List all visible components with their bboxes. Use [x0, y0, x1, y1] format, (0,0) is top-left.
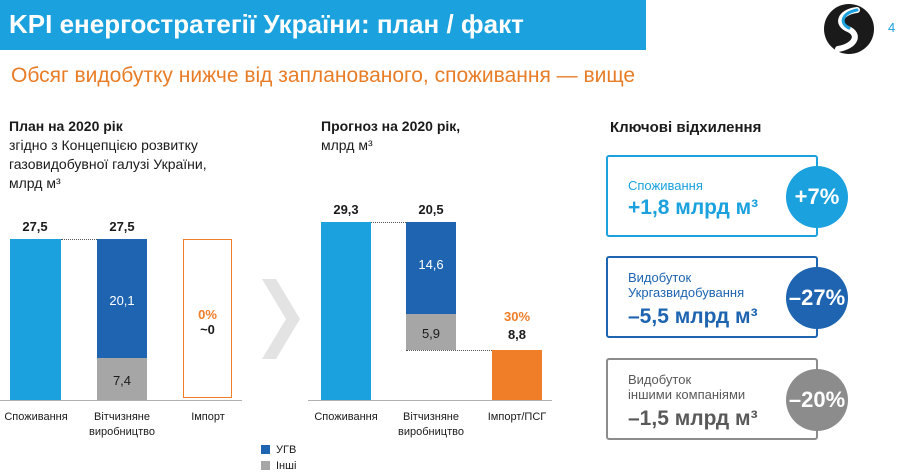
- plan-domestic-value: 27,5: [109, 219, 135, 234]
- card-label: Видобуток: [628, 270, 692, 285]
- card-label: Видобуток: [628, 372, 692, 387]
- card-value: –1,5 млрд м³: [628, 407, 758, 430]
- forecast-import-label: Імпорт/ПСГ: [487, 411, 547, 423]
- page-number: 4: [888, 20, 896, 35]
- connector-line: [406, 350, 492, 351]
- card-label-2: іншими компаніями: [628, 387, 746, 402]
- plan-consumption-bar: [10, 239, 61, 400]
- forecast-domestic-label-1: Вітчизняне: [403, 411, 459, 423]
- forecast-ugv-bar: [406, 222, 456, 314]
- plan-ugv-bar: [97, 239, 147, 358]
- deviation-pct-circle: –20%: [786, 369, 848, 431]
- company-logo-icon: [824, 4, 874, 54]
- page-title: KPI енергостратегії України: план / факт: [9, 9, 524, 39]
- forecast-import-value: 8,8: [507, 327, 527, 342]
- chevron-right-icon: [262, 279, 300, 359]
- card-label-2: Укргазвидобування: [628, 285, 745, 300]
- plan-import-bar-outline: [183, 239, 232, 398]
- forecast-consumption-label: Споживання: [314, 411, 378, 423]
- deviation-card-consumption: Споживання +1,8 млрд м³: [606, 155, 818, 237]
- connector-line: [61, 239, 97, 240]
- forecast-ugv-value: 14,6: [418, 257, 444, 272]
- card-label: Споживання: [628, 178, 703, 193]
- forecast-consumption-bar: [321, 222, 371, 400]
- forecast-other-bar: [406, 314, 456, 350]
- forecast-desc: млрд м³: [321, 137, 373, 153]
- forecast-import-pct: 30%: [503, 309, 531, 324]
- page-subtitle: Обсяг видобутку нижче від запланованого,…: [11, 64, 636, 87]
- deviation-pct-circle: –27%: [786, 267, 848, 329]
- forecast-consumption-value: 29,3: [333, 202, 359, 217]
- forecast-domestic-value: 20,5: [418, 202, 444, 217]
- forecast-axis-line: [308, 400, 552, 401]
- plan-consumption-value: 27,5: [22, 219, 48, 234]
- plan-consumption-label: Споживання: [4, 411, 68, 423]
- legend-ugv: УГВ: [261, 444, 296, 456]
- key-deviations-heading: Ключові відхилення: [610, 119, 762, 136]
- forecast-heading: Прогноз на 2020 рік,: [321, 118, 461, 134]
- plan-import-label: Імпорт: [191, 411, 225, 423]
- card-value: –5,5 млрд м³: [628, 305, 758, 328]
- plan-other-value: 7,4: [112, 373, 132, 388]
- plan-import-value: ~0: [200, 322, 215, 337]
- plan-other-bar: [97, 358, 147, 400]
- deviation-pct-circle: +7%: [786, 166, 848, 228]
- forecast-domestic-label-2: виробництво: [398, 426, 464, 438]
- plan-import-pct: 0%: [198, 307, 217, 322]
- forecast-heading-block: Прогноз на 2020 рік, млрд м³: [321, 117, 460, 155]
- deviation-card-others: Видобуток іншими компаніями –1,5 млрд м³: [606, 358, 818, 440]
- plan-heading: План на 2020 рік: [9, 118, 123, 134]
- plan-domestic-label-1: Вітчизняне: [94, 411, 150, 423]
- forecast-domestic-label: Вітчизняне виробництво: [391, 410, 471, 440]
- plan-desc-line: згідно з Концепцією розвитку: [9, 137, 198, 153]
- card-value: +1,8 млрд м³: [628, 196, 759, 219]
- legend-other: Інші: [261, 460, 296, 472]
- plan-axis-line: [0, 400, 242, 401]
- plan-domestic-label: Вітчизняне виробництво: [82, 410, 162, 440]
- plan-domestic-label-2: виробництво: [89, 426, 155, 438]
- connector-line: [371, 222, 406, 223]
- forecast-other-value: 5,9: [421, 326, 441, 341]
- plan-heading-block: План на 2020 рік згідно з Концепцією роз…: [9, 117, 207, 193]
- forecast-import-bar: [492, 350, 542, 400]
- deviation-card-ugv: Видобуток Укргазвидобування –5,5 млрд м³: [606, 256, 818, 338]
- plan-desc-line: млрд м³: [9, 175, 61, 191]
- plan-ugv-value: 20,1: [109, 293, 135, 308]
- plan-desc-line: газовидобувної галузі України,: [9, 156, 207, 172]
- title-bar: KPI енергостратегії України: план / факт: [0, 0, 646, 50]
